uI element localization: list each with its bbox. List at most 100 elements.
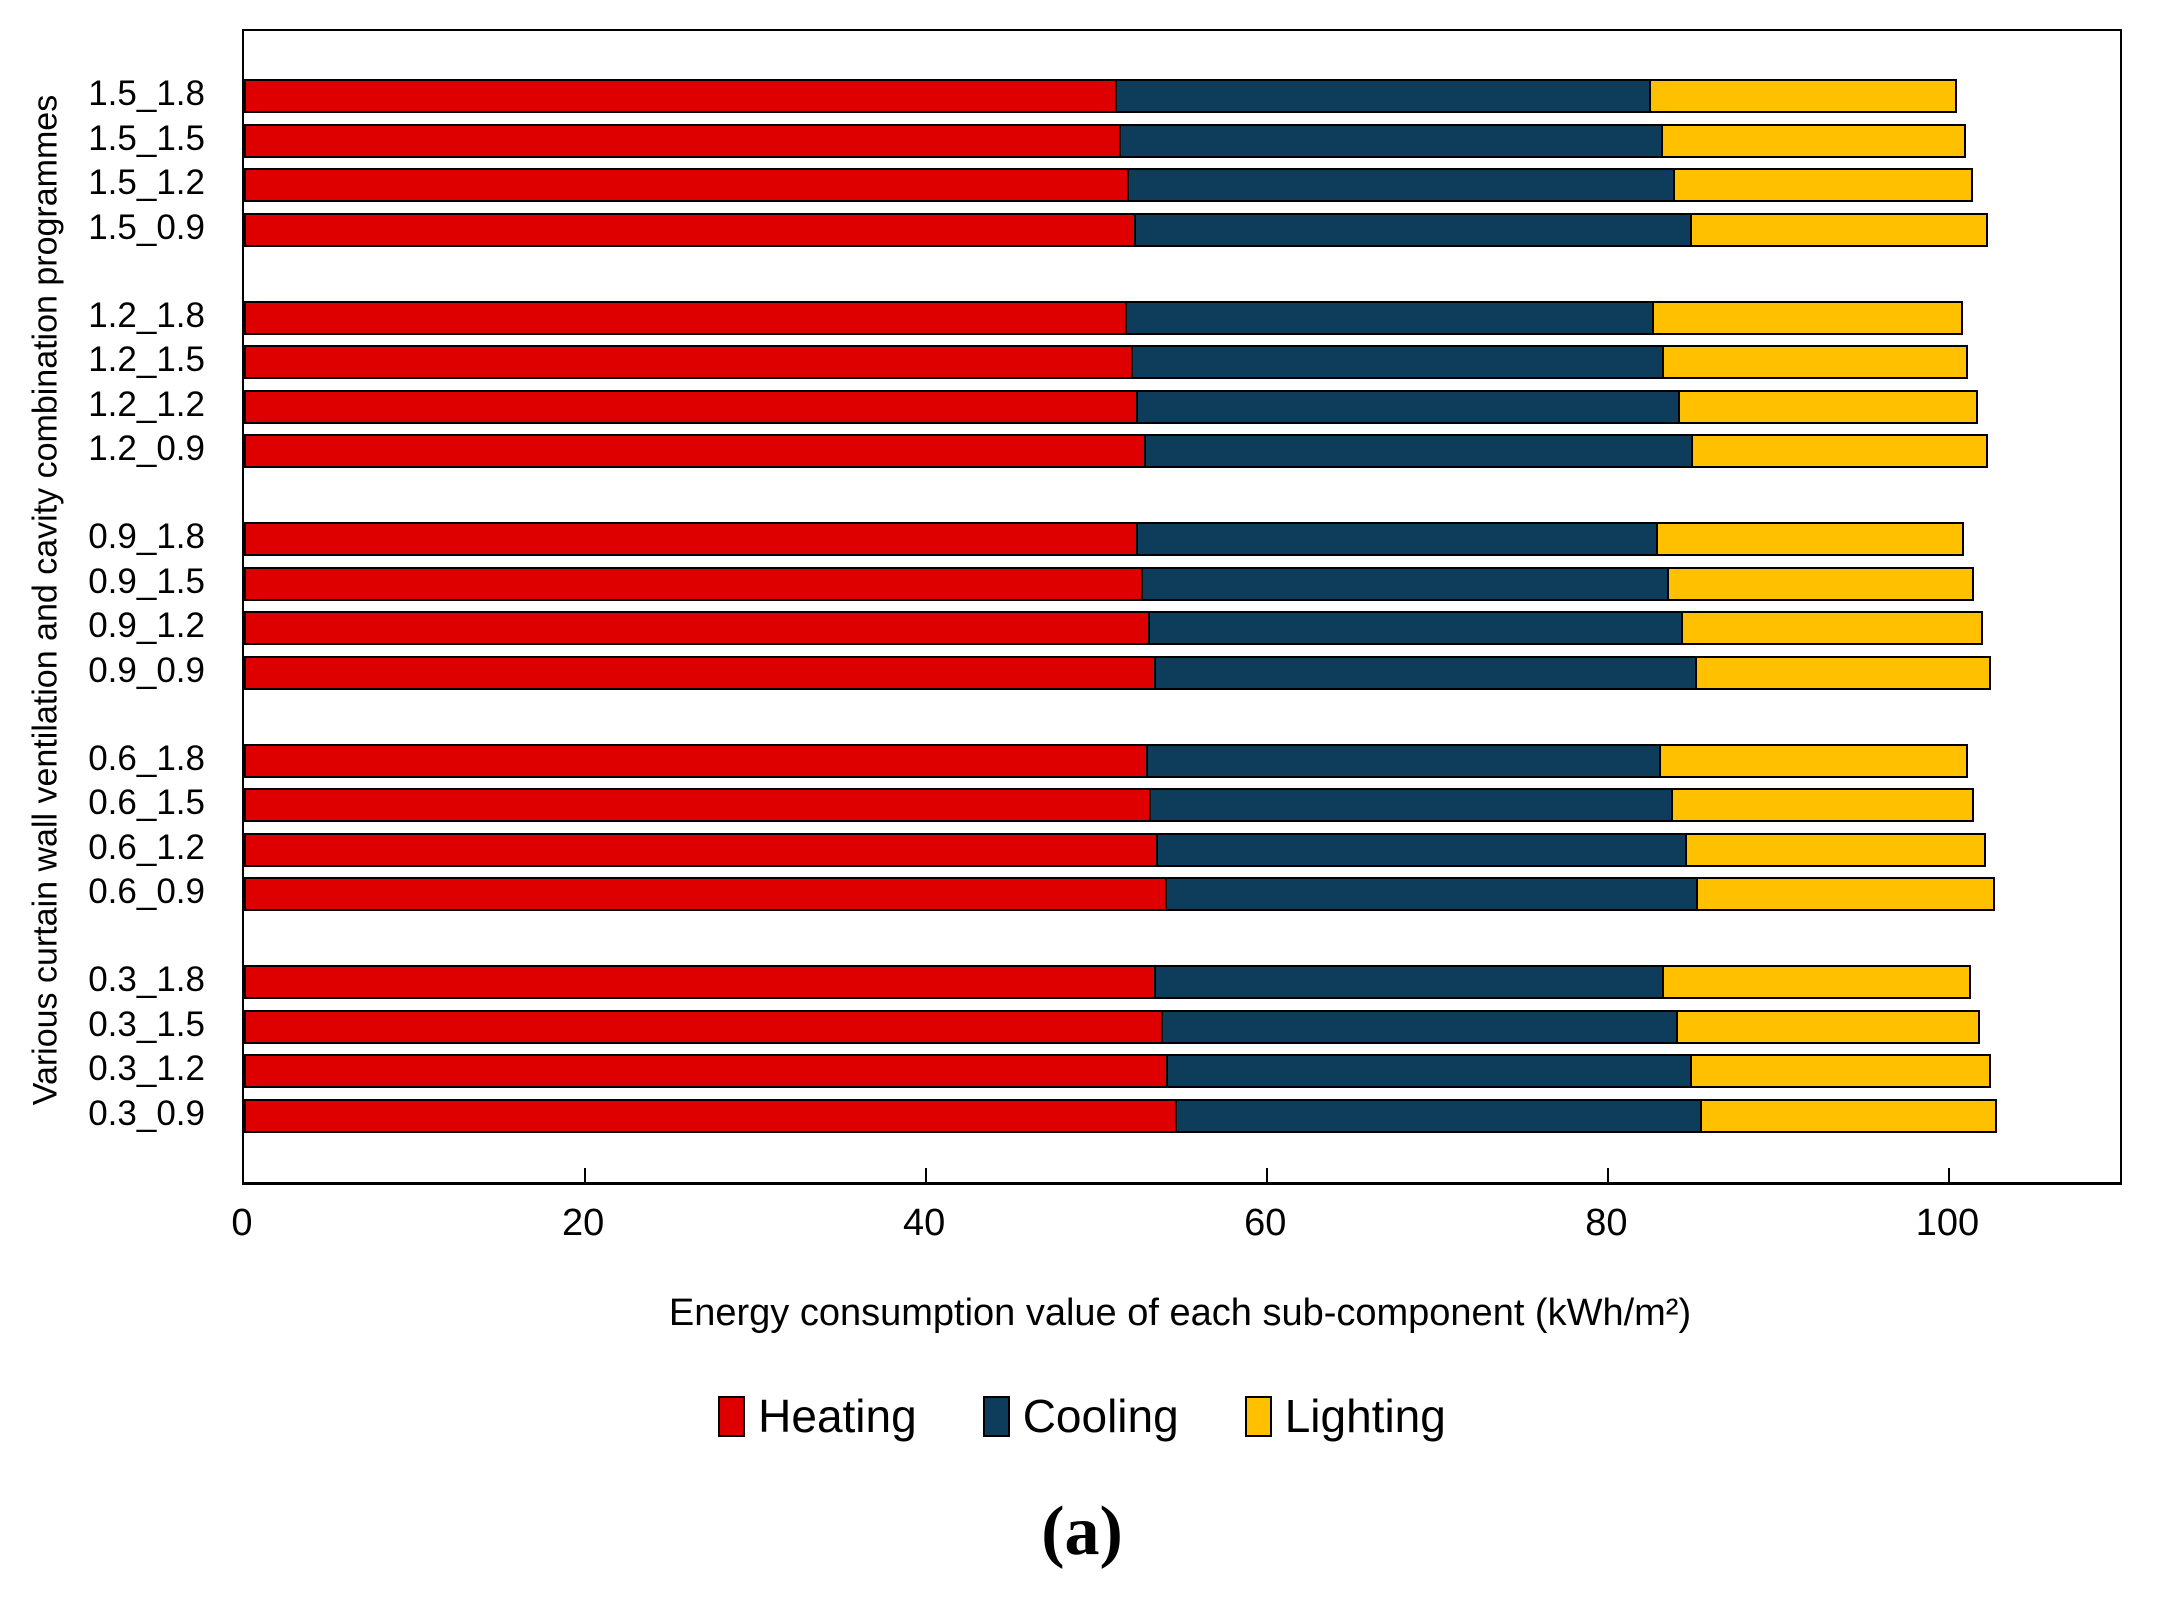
bar-0.3_1.2 [244, 1054, 1992, 1088]
segment-lighting-1.2_1.2 [1677, 389, 1978, 424]
subfigure-caption: (a) [1041, 1493, 1123, 1570]
y-tick-label-0.9_1.5: 0.9_1.5 [88, 561, 205, 601]
legend-label-cooling: Cooling [1022, 1390, 1179, 1442]
y-tick-label-1.5_0.9: 1.5_0.9 [88, 207, 205, 247]
segment-cooling-1.5_1.8 [1115, 79, 1651, 113]
bar-1.2_0.9 [244, 434, 1989, 468]
bar-0.6_1.2 [244, 832, 1987, 867]
segment-heating-1.2_0.9 [244, 434, 1147, 468]
y-tick-label-0.9_1.2: 0.9_1.2 [88, 606, 205, 645]
bar-1.5_1.5 [244, 123, 1966, 158]
bar-0.3_1.8 [244, 965, 1971, 999]
y-tick-label-0.3_1.5: 0.3_1.5 [88, 1004, 205, 1044]
bar-0.6_1.5 [244, 788, 1975, 822]
segment-lighting-1.5_1.5 [1660, 123, 1966, 158]
segment-cooling-0.6_1.2 [1156, 832, 1687, 867]
bar-1.5_0.9 [244, 212, 1989, 247]
y-tick-label-1.5_1.5: 1.5_1.5 [88, 118, 205, 158]
y-tick-label-0.3_1.8: 0.3_1.8 [88, 960, 205, 999]
segment-cooling-0.3_1.8 [1154, 965, 1665, 999]
segment-heating-0.6_1.8 [244, 743, 1148, 778]
segment-cooling-1.2_1.8 [1125, 300, 1655, 335]
bar-1.5_1.8 [244, 79, 1958, 113]
bar-1.2_1.2 [244, 389, 1978, 424]
segment-cooling-0.6_0.9 [1164, 877, 1699, 911]
plot-area [242, 29, 2122, 1185]
legend-label-lighting: Lighting [1284, 1390, 1446, 1442]
segment-heating-0.3_0.9 [244, 1098, 1177, 1133]
segment-lighting-0.3_1.2 [1689, 1054, 1992, 1088]
x-axis-tick-20 [584, 1168, 587, 1182]
y-tick-label-1.2_1.5: 1.2_1.5 [88, 340, 205, 379]
segment-cooling-1.5_0.9 [1133, 212, 1692, 247]
y-tick-label-0.9_1.8: 0.9_1.8 [88, 517, 205, 556]
segment-heating-0.9_1.8 [244, 522, 1138, 556]
bar-0.6_0.9 [244, 877, 1995, 911]
segment-heating-0.6_1.5 [244, 788, 1152, 822]
x-axis-title: Energy consumption value of each sub-com… [668, 1292, 1692, 1334]
x-axis-tick-60 [1266, 1168, 1269, 1182]
segment-heating-1.2_1.8 [244, 300, 1128, 335]
x-tick-label-60: 60 [1244, 1202, 1287, 1244]
bar-1.2_1.5 [244, 345, 1968, 379]
segment-cooling-1.2_0.9 [1144, 434, 1694, 468]
y-tick-label-0.6_1.5: 0.6_1.5 [88, 783, 205, 822]
segment-lighting-0.6_0.9 [1696, 877, 1995, 911]
y-tick-label-0.9_0.9: 0.9_0.9 [88, 650, 205, 690]
bar-0.3_0.9 [244, 1098, 1997, 1133]
x-axis-tick-40 [925, 1168, 928, 1182]
bar-1.2_1.8 [244, 300, 1963, 335]
x-tick-label-80: 80 [1585, 1202, 1628, 1244]
segment-cooling-0.9_1.5 [1140, 566, 1670, 601]
segment-heating-0.3_1.2 [244, 1054, 1169, 1088]
bar-0.9_1.5 [244, 566, 1975, 601]
segment-cooling-1.2_1.2 [1135, 389, 1680, 424]
legend-swatch-heating [718, 1395, 746, 1437]
segment-heating-0.3_1.8 [244, 965, 1157, 999]
y-tick-label-1.2_1.2: 1.2_1.2 [88, 384, 205, 424]
segment-cooling-1.2_1.5 [1130, 345, 1665, 379]
bar-1.5_1.2 [244, 168, 1973, 202]
segment-lighting-0.3_1.8 [1662, 965, 1971, 999]
segment-heating-1.5_1.2 [244, 168, 1130, 202]
bar-0.3_1.5 [244, 1009, 1980, 1044]
segment-heating-0.9_1.2 [244, 611, 1150, 645]
segment-cooling-0.6_1.8 [1145, 743, 1661, 778]
segment-lighting-0.6_1.2 [1684, 832, 1987, 867]
y-tick-label-1.2_1.8: 1.2_1.8 [88, 295, 205, 335]
legend-item-heating: Heating [718, 1390, 917, 1442]
segment-cooling-0.3_1.2 [1166, 1054, 1692, 1088]
segment-heating-0.9_0.9 [244, 655, 1157, 690]
legend-item-cooling: Cooling [982, 1390, 1179, 1442]
segment-lighting-1.5_1.2 [1672, 168, 1973, 202]
segment-lighting-0.9_0.9 [1694, 655, 1992, 690]
segment-lighting-1.2_1.5 [1662, 345, 1968, 379]
segment-lighting-0.6_1.8 [1658, 743, 1968, 778]
x-axis-tick-labels: 0 20 40 60 80 100 [0, 1202, 2164, 1252]
legend-item-lighting: Lighting [1244, 1390, 1446, 1442]
y-tick-label-1.5_1.2: 1.5_1.2 [88, 163, 205, 202]
x-axis-tick-80 [1607, 1168, 1610, 1182]
bar-0.9_0.9 [244, 655, 1992, 690]
segment-cooling-0.6_1.5 [1149, 788, 1673, 822]
y-tick-label-0.3_0.9: 0.3_0.9 [88, 1093, 205, 1133]
segment-lighting-0.3_1.5 [1675, 1009, 1980, 1044]
legend-label-heating: Heating [758, 1390, 917, 1442]
segment-lighting-0.9_1.8 [1655, 522, 1965, 556]
segment-heating-0.9_1.5 [244, 566, 1143, 601]
segment-lighting-0.3_0.9 [1699, 1098, 1997, 1133]
y-tick-label-0.6_0.9: 0.6_0.9 [88, 872, 205, 911]
segment-lighting-1.5_1.8 [1648, 79, 1958, 113]
segment-cooling-0.9_1.8 [1135, 522, 1658, 556]
segment-heating-1.5_1.5 [244, 123, 1121, 158]
x-tick-label-20: 20 [561, 1202, 605, 1244]
legend-swatch-cooling [982, 1395, 1010, 1437]
x-tick-label-0: 0 [231, 1202, 253, 1244]
segment-lighting-0.9_1.2 [1681, 611, 1983, 645]
segment-heating-1.2_1.2 [244, 389, 1138, 424]
bar-0.6_1.8 [244, 743, 1968, 778]
x-tick-label-40: 40 [903, 1202, 946, 1244]
segment-cooling-0.9_0.9 [1154, 655, 1697, 690]
segment-cooling-0.3_1.5 [1161, 1009, 1678, 1044]
y-tick-label-1.2_0.9: 1.2_0.9 [88, 429, 205, 468]
